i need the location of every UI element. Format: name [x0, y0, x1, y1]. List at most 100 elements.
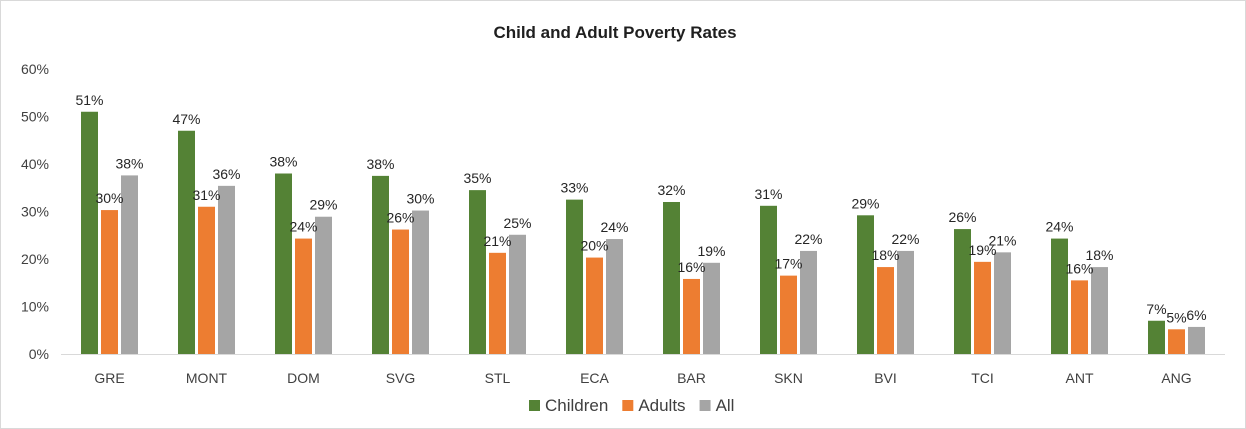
data-label: 16%	[1065, 260, 1093, 276]
bar-all	[121, 175, 138, 354]
data-label: 22%	[794, 231, 822, 247]
legend-label: Children	[545, 396, 608, 415]
data-label: 22%	[891, 231, 919, 247]
x-axis: GRE MONT DOM SVG STL ECA BAR SKN BVI TCI ANT ANG	[61, 354, 1225, 386]
data-label: 30%	[406, 191, 434, 207]
x-tick-label: STL	[485, 370, 511, 386]
bar-all	[509, 234, 526, 354]
bar-children	[1148, 320, 1165, 354]
data-label: 33%	[560, 180, 588, 196]
x-tick-label: SVG	[386, 370, 416, 386]
bar-adults	[392, 229, 409, 354]
legend-label: Adults	[638, 396, 685, 415]
data-label: 24%	[1045, 219, 1073, 235]
data-label: 19%	[697, 243, 725, 259]
legend: Children Adults All	[529, 396, 734, 415]
data-label: 21%	[988, 232, 1016, 248]
data-label: 16%	[677, 259, 705, 275]
bar-adults	[683, 278, 700, 354]
bar-adults	[1071, 280, 1088, 354]
bar-adults	[586, 257, 603, 354]
data-label: 30%	[95, 190, 123, 206]
bar-children	[566, 199, 583, 354]
data-label: 38%	[115, 155, 143, 171]
y-tick-label: 0%	[29, 346, 49, 362]
x-tick-label: DOM	[287, 370, 320, 386]
x-tick-label: ECA	[580, 370, 609, 386]
legend-label: All	[716, 396, 735, 415]
x-tick-label: SKN	[774, 370, 803, 386]
bar-all	[606, 239, 623, 354]
bar-adults	[1168, 329, 1185, 354]
bar-adults	[974, 261, 991, 354]
data-label: 18%	[871, 247, 899, 263]
legend-swatch	[529, 400, 540, 411]
y-tick-label: 10%	[21, 299, 49, 315]
y-tick-label: 60%	[21, 61, 49, 77]
bar-children	[857, 215, 874, 354]
x-tick-label: ANT	[1066, 370, 1094, 386]
bar-children	[1051, 238, 1068, 354]
data-label: 5%	[1166, 309, 1186, 325]
bar-all	[703, 262, 720, 354]
y-axis: 0% 10% 20% 30% 40% 50% 60%	[21, 61, 49, 362]
bar-adults	[101, 210, 118, 354]
data-label: 7%	[1146, 301, 1166, 317]
bar-children	[760, 205, 777, 354]
data-label: 35%	[463, 170, 491, 186]
bar-all	[994, 252, 1011, 354]
bar-children	[372, 175, 389, 354]
data-label: 29%	[851, 195, 879, 211]
y-tick-label: 20%	[21, 251, 49, 267]
x-tick-label: TCI	[971, 370, 994, 386]
bars-group	[81, 111, 1205, 354]
data-label: 38%	[366, 156, 394, 172]
data-label: 20%	[580, 238, 608, 254]
data-labels-group: 51% 47% 38% 38% 35% 33% 32% 31% 29% 26% 24% 7% 30% 31…	[75, 92, 1206, 326]
data-label: 26%	[386, 210, 414, 226]
x-tick-label: BVI	[874, 370, 897, 386]
bar-children	[81, 111, 98, 354]
bar-adults	[489, 252, 506, 354]
data-label: 38%	[269, 154, 297, 170]
y-tick-label: 50%	[21, 109, 49, 125]
bar-all	[1091, 267, 1108, 354]
data-label: 25%	[503, 215, 531, 231]
data-label: 32%	[657, 182, 685, 198]
x-tick-label: MONT	[186, 370, 228, 386]
data-label: 26%	[948, 209, 976, 225]
data-label: 51%	[75, 92, 103, 108]
bar-adults	[780, 275, 797, 354]
bar-children	[663, 202, 680, 354]
data-label: 24%	[600, 219, 628, 235]
bar-all	[315, 216, 332, 354]
x-tick-label: BAR	[677, 370, 706, 386]
data-label: 21%	[483, 233, 511, 249]
bar-children	[178, 130, 195, 354]
data-label: 24%	[289, 219, 317, 235]
bar-all	[1188, 326, 1205, 354]
bar-all	[412, 210, 429, 354]
x-tick-label: GRE	[94, 370, 124, 386]
data-label: 6%	[1186, 307, 1206, 323]
bar-children	[275, 173, 292, 354]
data-label: 36%	[212, 166, 240, 182]
data-label: 29%	[309, 197, 337, 213]
bar-children	[469, 190, 486, 354]
data-label: 17%	[774, 256, 802, 272]
legend-swatch	[699, 400, 711, 411]
bar-all	[800, 250, 817, 354]
y-tick-label: 40%	[21, 156, 49, 172]
y-tick-label: 30%	[21, 204, 49, 220]
bar-adults	[295, 238, 312, 354]
bar-adults	[198, 206, 215, 354]
data-label: 31%	[754, 186, 782, 202]
bar-adults	[877, 267, 894, 354]
legend-swatch	[622, 400, 634, 411]
data-label: 31%	[192, 187, 220, 203]
chart-title: Child and Adult Poverty Rates	[493, 23, 736, 42]
data-label: 18%	[1085, 247, 1113, 263]
bar-all	[897, 250, 914, 354]
